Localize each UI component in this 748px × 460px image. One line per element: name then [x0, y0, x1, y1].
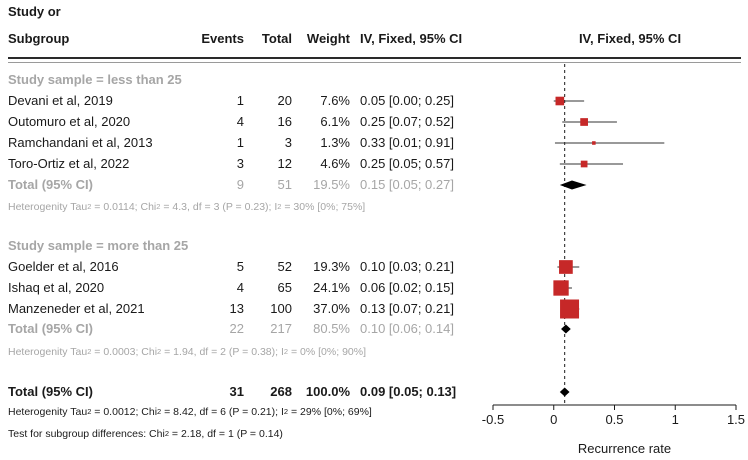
study-weight: 1.3% — [320, 135, 350, 150]
subgroup-title: Study sample = more than 25 — [8, 238, 189, 253]
summary-diamond — [561, 324, 571, 334]
study-ci: 0.05 [0.00; 0.25] — [360, 93, 454, 108]
study-total: 3 — [284, 135, 292, 150]
x-axis-label: Recurrence rate — [578, 441, 671, 456]
study-ci: 0.10 [0.03; 0.21] — [360, 259, 454, 274]
overall-total-name: Total (95% CI) — [8, 384, 93, 399]
subgroup-total-total: 217 — [270, 321, 292, 336]
study-total: 65 — [277, 280, 292, 295]
study-name: Ishaq et al, 2020 — [8, 280, 105, 295]
subgroup-total-weight: 19.5% — [313, 177, 350, 192]
summary-diamond — [559, 387, 570, 397]
study-name: Devani et al, 2019 — [8, 93, 113, 108]
overall-heterogeneity: Heterogenity Tau2 = 0.0012; Chi2 = 8.42,… — [8, 406, 372, 418]
header-total: Total — [261, 31, 292, 46]
subgroup-total-name: Total (95% CI) — [8, 321, 93, 336]
subgroup-differences-test: Test for subgroup differences: Chi2 = 2.… — [8, 428, 283, 440]
subgroup-heterogeneity: Heterogenity Tau2 = 0.0114; Chi2 = 4.3, … — [8, 201, 366, 213]
study-box — [592, 141, 596, 145]
header-rule-thin — [8, 62, 741, 63]
header-weight: Weight — [306, 31, 350, 46]
study-box — [580, 118, 588, 126]
study-box — [553, 280, 569, 296]
study-events: 3 — [236, 156, 244, 171]
overall-total-ci: 0.09 [0.05; 0.13] — [360, 384, 457, 399]
subgroup-heterogeneity: Heterogenity Tau2 = 0.0003; Chi2 = 1.94,… — [8, 346, 366, 358]
study-total: 20 — [277, 93, 292, 108]
header-study-line1: Study or — [8, 4, 61, 19]
header-rule — [8, 57, 741, 59]
subgroup-title: Study sample = less than 25 — [8, 72, 182, 87]
study-events: 4 — [236, 114, 244, 129]
plot-header: IV, Fixed, 95% CI — [578, 31, 682, 46]
study-weight: 4.6% — [320, 156, 350, 171]
study-name: Toro-Ortiz et al, 2022 — [8, 156, 130, 171]
header-study-line2: Subgroup — [8, 31, 70, 46]
study-events: 13 — [229, 301, 244, 316]
study-ci: 0.33 [0.01; 0.91] — [360, 135, 454, 150]
study-events: 4 — [236, 280, 244, 295]
study-total: 52 — [277, 259, 292, 274]
study-events: 1 — [236, 93, 244, 108]
subgroup-total-total: 51 — [277, 177, 292, 192]
study-ci: 0.06 [0.02; 0.15] — [360, 280, 454, 295]
subgroup-total-ci: 0.10 [0.06; 0.14] — [360, 321, 454, 336]
study-total: 12 — [277, 156, 292, 171]
study-weight: 19.3% — [313, 259, 350, 274]
study-total: 100 — [270, 301, 292, 316]
study-name: Goelder et al, 2016 — [8, 259, 119, 274]
summary-diamond — [559, 180, 587, 190]
study-ci: 0.13 [0.07; 0.21] — [360, 301, 454, 316]
x-tick-label: 0 — [550, 412, 557, 427]
subgroup-total-name: Total (95% CI) — [8, 177, 93, 192]
study-weight: 6.1% — [320, 114, 350, 129]
x-tick-label: 1.5 — [727, 412, 745, 427]
header-events: Events — [201, 31, 244, 46]
study-total: 16 — [277, 114, 292, 129]
study-ci: 0.25 [0.05; 0.57] — [360, 156, 454, 171]
study-name: Outomuro et al, 2020 — [8, 114, 131, 129]
subgroup-total-ci: 0.15 [0.05; 0.27] — [360, 177, 454, 192]
study-events: 5 — [236, 259, 244, 274]
overall-total-total: 268 — [270, 384, 292, 399]
study-box — [580, 160, 588, 168]
study-box — [555, 96, 565, 106]
header-ci: IV, Fixed, 95% CI — [360, 31, 463, 46]
study-ci: 0.25 [0.07; 0.52] — [360, 114, 454, 129]
overall-total-events: 31 — [229, 384, 244, 399]
subgroup-total-events: 9 — [236, 177, 244, 192]
x-tick-label: 0.5 — [605, 412, 623, 427]
overall-total-weight: 100.0% — [305, 384, 350, 399]
subgroup-total-events: 22 — [229, 321, 244, 336]
study-name: Manzeneder et al, 2021 — [8, 301, 145, 316]
study-weight: 24.1% — [313, 280, 350, 295]
study-events: 1 — [236, 135, 244, 150]
study-weight: 37.0% — [313, 301, 350, 316]
x-tick-label: 1 — [672, 412, 679, 427]
subgroup-total-weight: 80.5% — [313, 321, 350, 336]
study-box — [560, 299, 580, 319]
study-box — [559, 260, 573, 274]
x-tick-label: -0.5 — [482, 412, 504, 427]
study-name: Ramchandani et al, 2013 — [8, 135, 153, 150]
study-weight: 7.6% — [320, 93, 350, 108]
